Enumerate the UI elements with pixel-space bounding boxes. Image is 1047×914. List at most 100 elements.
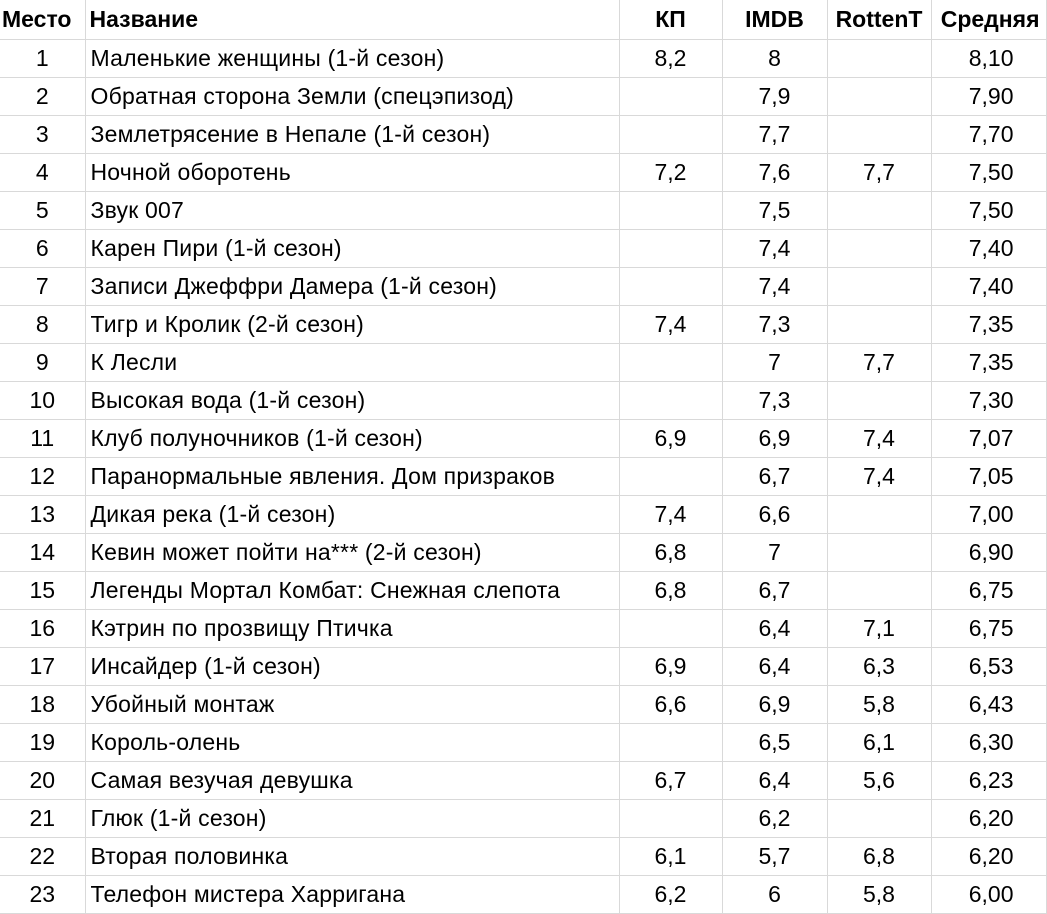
- cell-average[interactable]: 7,35: [931, 305, 1047, 344]
- cell-rotten[interactable]: [827, 571, 932, 610]
- cell-imdb[interactable]: 7,5: [722, 191, 828, 230]
- cell-imdb[interactable]: 7,3: [722, 381, 828, 420]
- cell-rotten[interactable]: 7,4: [827, 419, 932, 458]
- cell-imdb[interactable]: 6,4: [722, 609, 828, 648]
- cell-average[interactable]: 7,50: [931, 153, 1047, 192]
- cell-title[interactable]: Убойный монтаж: [85, 685, 620, 724]
- cell-average[interactable]: 7,90: [931, 77, 1047, 116]
- cell-title[interactable]: К Лесли: [85, 343, 620, 382]
- cell-rotten[interactable]: [827, 381, 932, 420]
- cell-rank[interactable]: 12: [0, 457, 86, 496]
- cell-kp[interactable]: 7,2: [619, 153, 723, 192]
- cell-kp[interactable]: 8,2: [619, 39, 723, 78]
- cell-average[interactable]: 6,20: [931, 799, 1047, 838]
- cell-rank[interactable]: 17: [0, 647, 86, 686]
- cell-imdb[interactable]: 6,7: [722, 457, 828, 496]
- cell-rotten[interactable]: [827, 39, 932, 78]
- cell-average[interactable]: 7,40: [931, 267, 1047, 306]
- cell-title[interactable]: Кевин может пойти на*** (2-й сезон): [85, 533, 620, 572]
- cell-rank[interactable]: 16: [0, 609, 86, 648]
- cell-rank[interactable]: 1: [0, 39, 86, 78]
- cell-kp[interactable]: 6,8: [619, 571, 723, 610]
- cell-rotten[interactable]: 5,8: [827, 875, 932, 914]
- cell-kp[interactable]: [619, 115, 723, 154]
- cell-imdb[interactable]: 6,7: [722, 571, 828, 610]
- cell-average[interactable]: 6,75: [931, 571, 1047, 610]
- header-average[interactable]: Средняя: [931, 0, 1047, 40]
- cell-kp[interactable]: 6,9: [619, 419, 723, 458]
- cell-average[interactable]: 7,70: [931, 115, 1047, 154]
- cell-imdb[interactable]: 7: [722, 343, 828, 382]
- cell-average[interactable]: 6,30: [931, 723, 1047, 762]
- cell-imdb[interactable]: 6,2: [722, 799, 828, 838]
- cell-kp[interactable]: [619, 609, 723, 648]
- cell-kp[interactable]: [619, 77, 723, 116]
- cell-rank[interactable]: 21: [0, 799, 86, 838]
- cell-imdb[interactable]: 6,6: [722, 495, 828, 534]
- cell-imdb[interactable]: 6,9: [722, 685, 828, 724]
- cell-average[interactable]: 7,05: [931, 457, 1047, 496]
- cell-imdb[interactable]: 7,3: [722, 305, 828, 344]
- cell-kp[interactable]: 6,2: [619, 875, 723, 914]
- cell-rotten[interactable]: [827, 799, 932, 838]
- cell-kp[interactable]: 6,7: [619, 761, 723, 800]
- cell-kp[interactable]: [619, 723, 723, 762]
- cell-kp[interactable]: [619, 799, 723, 838]
- header-imdb[interactable]: IMDB: [722, 0, 828, 40]
- cell-title[interactable]: Король-олень: [85, 723, 620, 762]
- cell-rotten[interactable]: [827, 115, 932, 154]
- cell-rotten[interactable]: 6,3: [827, 647, 932, 686]
- cell-imdb[interactable]: 7,6: [722, 153, 828, 192]
- header-kp[interactable]: КП: [619, 0, 723, 40]
- cell-imdb[interactable]: 6,4: [722, 761, 828, 800]
- cell-title[interactable]: Клуб полуночников (1-й сезон): [85, 419, 620, 458]
- cell-title[interactable]: Самая везучая девушка: [85, 761, 620, 800]
- cell-average[interactable]: 7,40: [931, 229, 1047, 268]
- cell-rotten[interactable]: 7,4: [827, 457, 932, 496]
- cell-imdb[interactable]: 7: [722, 533, 828, 572]
- cell-rank[interactable]: 3: [0, 115, 86, 154]
- cell-average[interactable]: 6,20: [931, 837, 1047, 876]
- cell-average[interactable]: 6,75: [931, 609, 1047, 648]
- cell-rotten[interactable]: 7,1: [827, 609, 932, 648]
- cell-imdb[interactable]: 7,4: [722, 267, 828, 306]
- cell-kp[interactable]: 6,8: [619, 533, 723, 572]
- header-title[interactable]: Название: [85, 0, 620, 40]
- cell-average[interactable]: 7,30: [931, 381, 1047, 420]
- cell-imdb[interactable]: 5,7: [722, 837, 828, 876]
- cell-title[interactable]: Записи Джеффри Дамера (1-й сезон): [85, 267, 620, 306]
- cell-title[interactable]: Паранормальные явления. Дом призраков: [85, 457, 620, 496]
- cell-kp[interactable]: [619, 343, 723, 382]
- cell-rank[interactable]: 23: [0, 875, 86, 914]
- cell-rank[interactable]: 2: [0, 77, 86, 116]
- cell-rank[interactable]: 14: [0, 533, 86, 572]
- cell-rank[interactable]: 5: [0, 191, 86, 230]
- cell-kp[interactable]: [619, 457, 723, 496]
- cell-rank[interactable]: 22: [0, 837, 86, 876]
- cell-kp[interactable]: 6,9: [619, 647, 723, 686]
- cell-average[interactable]: 7,07: [931, 419, 1047, 458]
- cell-average[interactable]: 6,23: [931, 761, 1047, 800]
- cell-title[interactable]: Ночной оборотень: [85, 153, 620, 192]
- cell-kp[interactable]: [619, 191, 723, 230]
- cell-rotten[interactable]: 6,8: [827, 837, 932, 876]
- cell-title[interactable]: Кэтрин по прозвищу Птичка: [85, 609, 620, 648]
- cell-average[interactable]: 6,53: [931, 647, 1047, 686]
- cell-rank[interactable]: 10: [0, 381, 86, 420]
- cell-imdb[interactable]: 7,7: [722, 115, 828, 154]
- cell-title[interactable]: Обратная сторона Земли (спецэпизод): [85, 77, 620, 116]
- cell-title[interactable]: Звук 007: [85, 191, 620, 230]
- cell-imdb[interactable]: 7,4: [722, 229, 828, 268]
- cell-kp[interactable]: 7,4: [619, 495, 723, 534]
- cell-rotten[interactable]: [827, 495, 932, 534]
- cell-kp[interactable]: 7,4: [619, 305, 723, 344]
- cell-kp[interactable]: [619, 381, 723, 420]
- cell-imdb[interactable]: 6: [722, 875, 828, 914]
- cell-imdb[interactable]: 6,4: [722, 647, 828, 686]
- cell-rank[interactable]: 7: [0, 267, 86, 306]
- cell-average[interactable]: 6,00: [931, 875, 1047, 914]
- cell-average[interactable]: 7,00: [931, 495, 1047, 534]
- cell-rotten[interactable]: 7,7: [827, 153, 932, 192]
- cell-imdb[interactable]: 7,9: [722, 77, 828, 116]
- cell-kp[interactable]: [619, 229, 723, 268]
